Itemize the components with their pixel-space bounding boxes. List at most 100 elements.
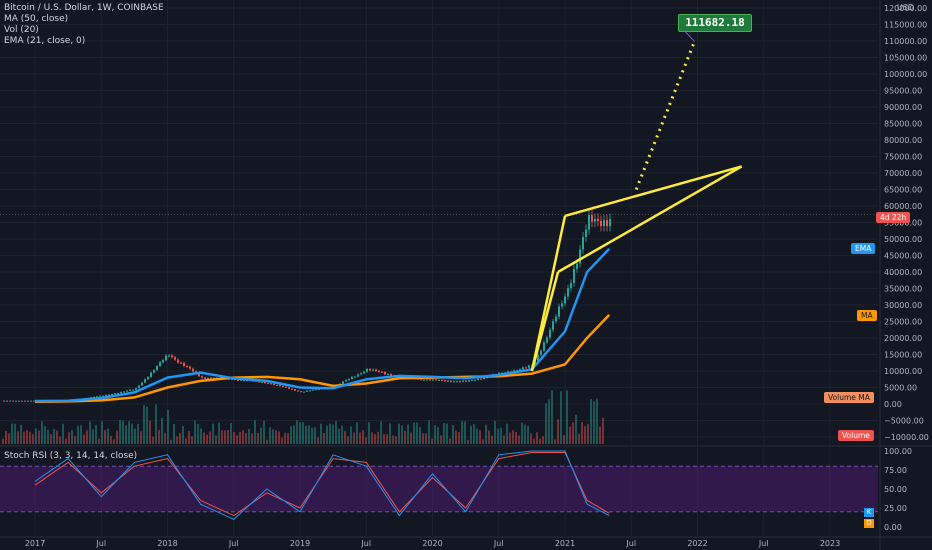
pattern-flagpole-lower [530,271,560,372]
volume-bar [320,423,322,444]
volume-bar [560,391,562,444]
candle-body [459,381,461,383]
volume-bar [377,431,379,444]
volume-bar [77,426,79,444]
candle-body [135,388,137,390]
volume-bar [59,436,61,444]
legend-vol[interactable]: Vol (20) [4,25,39,35]
price-tick-label: 90000.00 [884,103,922,112]
candle-body [567,288,569,297]
candle-body [306,390,308,392]
volume-bar [110,435,112,444]
candle-body [597,218,599,221]
legend-ema[interactable]: EMA (21, close, 0) [4,36,86,46]
volume-bar [272,429,274,444]
volume-bar [71,429,73,444]
volume-bar [317,437,319,444]
candle-body [129,389,131,391]
time-tick-label: Jul [493,539,504,548]
volume-bar [38,430,40,444]
volume-bar [587,424,589,444]
volume-bar [44,426,46,444]
volume-bar [584,426,586,444]
volume-bar [215,435,217,444]
volume-bar [14,423,16,444]
candle-body [342,381,344,384]
price-tick-label: 120000.00 [884,4,927,13]
stoch-rsi-k-line [34,450,610,520]
volume-bar [92,429,94,444]
price-tick-label: 95000.00 [884,87,922,96]
volume-bar [194,420,196,444]
volume-bar [593,401,595,444]
candle-body [144,379,146,383]
volume-bar [182,425,184,444]
candle-body [447,380,449,382]
volume-bar [257,432,259,444]
pattern-upper-line [564,165,743,218]
candle-body [522,367,524,370]
volume-bar [422,433,424,444]
volume-bar [311,427,313,444]
volume-bar [575,414,577,444]
legend-symbol[interactable]: Bitcoin / U.S. Dollar, 1W, COINBASE [4,3,164,13]
volume-bar [425,433,427,444]
candle-body [153,370,155,373]
volume-bar [143,405,145,444]
price-tick-label: 30000.00 [884,301,922,310]
candle-body [123,391,125,393]
candle-body [171,355,173,358]
candle-body [192,368,194,372]
candle-body [261,381,263,383]
volume-bar [416,422,418,444]
legend-ma[interactable]: MA (50, close) [4,14,69,24]
volume-bar [179,433,181,444]
volume-bar [419,427,421,444]
volume-bar [380,421,382,444]
candle-body [423,379,425,381]
price-tick-label: 40000.00 [884,268,922,277]
volume-bar [89,421,91,444]
candle-body [21,400,23,402]
candle-body [6,400,8,402]
candle-body [543,342,545,351]
volume-bar [410,432,412,444]
volume-bar [161,418,163,444]
candle-body [357,374,359,377]
candle-body [354,376,356,378]
time-tick-label: 2017 [25,539,45,548]
price-tick-label: 85000.00 [884,120,922,129]
volume-bar [245,433,247,444]
price-tick-label: 65000.00 [884,186,922,195]
candle-body [606,220,608,227]
candle-body [585,229,587,238]
candle-body [561,303,563,307]
price-tick-label: −10000.00 [884,433,929,442]
candle-body [27,400,29,402]
volume-bar [20,424,22,444]
volume-bar [509,432,511,444]
volume-bar [80,425,82,444]
candle-body [390,374,392,376]
candle-body [372,369,374,371]
candle-body [579,249,581,264]
rsi-tick-label: 100.00 [884,447,912,456]
candle-body [498,372,500,375]
candle-body [387,374,389,376]
d-tag: D [864,519,874,528]
candle-body [537,354,539,362]
pattern-flagpole [530,215,567,372]
candle-body [555,316,557,322]
volume-bar [461,420,463,444]
candle-body [30,400,32,402]
volume-bar [155,404,157,444]
candle-body [33,400,35,402]
time-tick-label: 2019 [290,539,310,548]
rsi-legend[interactable]: Stoch RSI (3, 3, 14, 14, close) [4,451,138,461]
candle-body [480,378,482,380]
candle-body [282,386,284,388]
volume-bar [485,424,487,444]
volume-bar [296,420,298,444]
candle-body [468,380,470,382]
